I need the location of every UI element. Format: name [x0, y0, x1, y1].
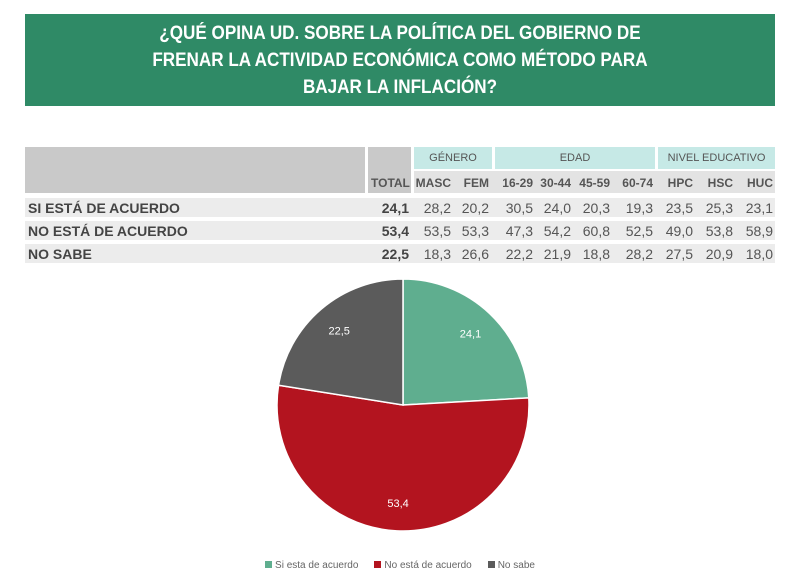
legend-label: No sabe [497, 560, 535, 571]
table-cell: 25,3 [705, 200, 733, 216]
column-header: HSC [707, 176, 733, 190]
table-cell: 26,6 [461, 246, 489, 262]
group-nivel-educativo: NIVEL EDUCATIVO [658, 147, 775, 169]
table-cell: 18,3 [423, 246, 451, 262]
column-header: 60-74 [622, 176, 653, 190]
column-header: HPC [667, 176, 693, 190]
table-cell: 24,1 [381, 200, 409, 216]
table-cell: 27,5 [665, 246, 693, 262]
table-cell: 53,8 [705, 223, 733, 239]
slice-label: 24,1 [460, 329, 481, 341]
table-row: SI ESTÁ DE ACUERDO 24,1 28,2 20,2 30,5 24,0 20… [25, 198, 775, 217]
legend-swatch [265, 561, 273, 568]
table-cell: 21,9 [543, 246, 571, 262]
table-cell: 28,2 [625, 246, 653, 262]
legend: Si esta de acuerdo No está de acuerdo No s… [0, 560, 800, 571]
table-cell: 20,3 [582, 200, 610, 216]
table-cell: 53,5 [423, 223, 451, 239]
legend-label: No está de acuerdo [384, 560, 472, 571]
legend-label: Si esta de acuerdo [275, 560, 359, 571]
table-cell: 20,2 [461, 200, 489, 216]
table-cell: 49,0 [665, 223, 693, 239]
table-cell: 52,5 [625, 223, 653, 239]
table-cell: 23,1 [745, 200, 773, 216]
legend-item: Si esta de acuerdo [265, 560, 358, 571]
table-cell: 22,5 [381, 246, 409, 262]
table-cell: 47,3 [505, 223, 533, 239]
column-header: HUC [747, 176, 773, 190]
legend-swatch [487, 561, 495, 568]
table-cell: 54,2 [543, 223, 571, 239]
group-edad: EDAD [495, 147, 655, 169]
group-genero: GÉNERO [414, 147, 492, 169]
table-cell: 18,8 [582, 246, 610, 262]
table-cell: 23,5 [665, 200, 693, 216]
legend-item: No sabe [487, 560, 535, 571]
table-cell: 30,5 [505, 200, 533, 216]
table-cell: 20,9 [705, 246, 733, 262]
column-header: 16-29 [502, 176, 533, 190]
slice-label: 53,4 [387, 498, 408, 510]
pie-slice [402, 278, 530, 406]
column-header: FEM [463, 176, 489, 190]
table-cell: 22,2 [505, 246, 533, 262]
table-cell: 19,3 [625, 200, 653, 216]
slice-label: 22,5 [328, 325, 349, 337]
table-cell: 24,0 [543, 200, 571, 216]
column-header: MASC [415, 176, 451, 190]
subheader-band [414, 171, 775, 193]
column-header: 45-59 [579, 176, 610, 190]
table-cell: 28,2 [423, 200, 451, 216]
header-blank [25, 147, 365, 193]
pie-slice [276, 384, 530, 532]
row-label: SI ESTÁ DE ACUERDO [28, 200, 180, 216]
pie-slice [277, 278, 404, 406]
table-cell: 53,4 [381, 223, 409, 239]
row-label: NO ESTÁ DE ACUERDO [28, 223, 188, 239]
table-cell: 58,9 [745, 223, 773, 239]
table-row: NO SABE 22,5 18,3 26,6 22,2 21,9 18,8 28,2 27,5 2… [25, 244, 775, 263]
table-cell: 18,0 [745, 246, 773, 262]
column-header: 30-44 [540, 176, 571, 190]
table-row: NO ESTÁ DE ACUERDO 53,4 53,5 53,3 47,3 54,2 60… [25, 221, 775, 240]
legend-item: No está de acuerdo [374, 560, 472, 571]
column-header: TOTAL [371, 176, 410, 190]
title-banner: ¿QUÉ OPINA UD. SOBRE LA POLÍTICA DEL GOB… [25, 14, 775, 106]
header-total [368, 147, 411, 193]
legend-swatch [374, 561, 382, 568]
row-label: NO SABE [28, 246, 92, 262]
chart-title: ¿QUÉ OPINA UD. SOBRE LA POLÍTICA DEL GOB… [152, 22, 648, 98]
table-cell: 60,8 [582, 223, 610, 239]
table-cell: 53,3 [461, 223, 489, 239]
